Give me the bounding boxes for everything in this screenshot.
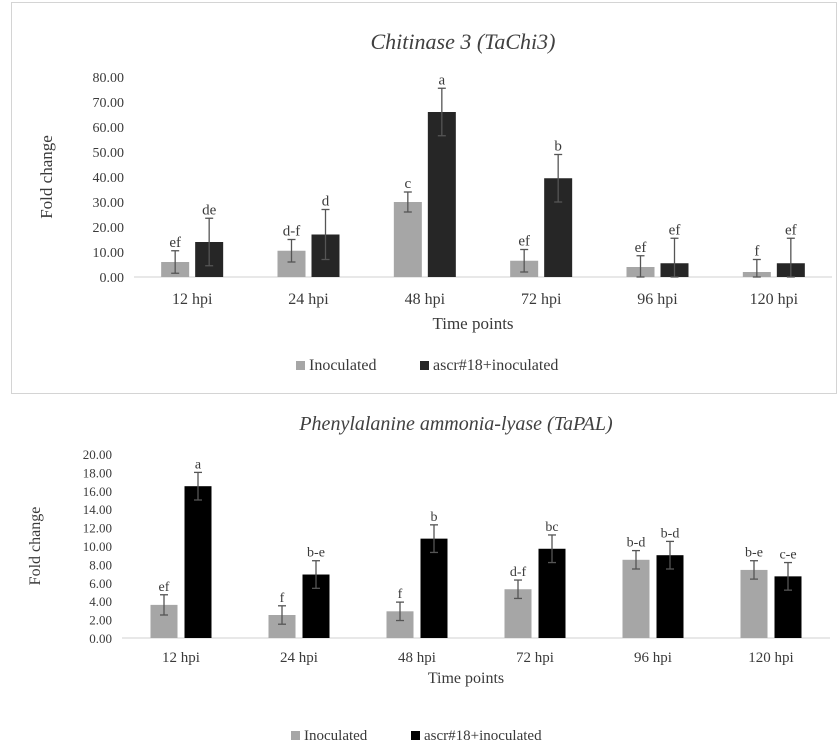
bar-inoculated	[622, 559, 650, 638]
significance-label: b-e	[307, 546, 325, 561]
significance-label: b-e	[745, 546, 763, 561]
chart-chitinase: Chitinase 3 (TaChi3) 0.00 10.00 20.00 30.00 4…	[37, 29, 832, 374]
significance-label: d	[322, 194, 330, 210]
bar-ascr18-inoculated	[420, 538, 448, 638]
legend-label: Inoculated	[309, 357, 377, 374]
legend-swatch	[411, 731, 420, 740]
bar-inoculated	[268, 615, 296, 638]
significance-label: ef	[669, 222, 681, 238]
y-tick-label: 12.00	[83, 521, 112, 536]
y-tick-label: 0.00	[100, 271, 125, 286]
legend-label: ascr#18+inoculated	[433, 357, 558, 374]
x-tick-label: 96 hpi	[637, 291, 678, 308]
significance-label: c	[404, 176, 411, 192]
y-tick-label: 20.00	[83, 447, 112, 462]
significance-label: d-f	[283, 224, 301, 240]
y-tick-label: 2.00	[89, 613, 112, 628]
significance-label: a	[438, 72, 445, 88]
y-tick-label: 70.00	[93, 96, 125, 111]
y-tick-label: 16.00	[83, 484, 112, 499]
legend-swatch	[296, 361, 305, 370]
significance-label: b	[431, 510, 438, 525]
significance-label: c-e	[779, 548, 796, 563]
significance-label: ef	[169, 235, 181, 251]
significance-label: bc	[545, 520, 558, 535]
bar-ascr18-inoculated	[427, 112, 456, 277]
y-tick-label: 10.00	[83, 539, 112, 554]
bar-ascr18-inoculated	[538, 548, 566, 638]
significance-label: ef	[785, 222, 797, 238]
significance-label: f	[754, 244, 759, 260]
x-tick-label: 96 hpi	[634, 650, 672, 666]
y-tick-label: 10.00	[93, 246, 125, 261]
x-tick-label: 24 hpi	[288, 291, 329, 308]
x-tick-label: 12 hpi	[172, 291, 213, 308]
x-axis-title: Time points	[432, 314, 513, 333]
significance-label: b-d	[661, 526, 680, 541]
significance-label: b-d	[627, 536, 646, 551]
x-tick-label: 48 hpi	[398, 650, 436, 666]
x-tick-label: 72 hpi	[516, 650, 554, 666]
bar-ascr18-inoculated	[184, 486, 212, 638]
x-tick-label: 24 hpi	[280, 650, 318, 666]
y-tick-label: 50.00	[93, 146, 125, 161]
y-tick-label: 0.00	[89, 631, 112, 646]
y-tick-label: 4.00	[89, 594, 112, 609]
x-tick-label: 72 hpi	[521, 291, 562, 308]
y-axis-title: Fold change	[37, 135, 56, 219]
y-tick-label: 80.00	[93, 71, 125, 86]
legend-swatch	[420, 361, 429, 370]
y-tick-label: 40.00	[93, 171, 125, 186]
x-tick-label: 48 hpi	[405, 291, 446, 308]
chart-title: Chitinase 3 (TaChi3)	[371, 29, 556, 54]
significance-label: ef	[635, 240, 647, 256]
significance-label: ef	[159, 580, 170, 595]
y-tick-label: 30.00	[93, 196, 125, 211]
bar-inoculated	[740, 569, 768, 638]
x-tick-label: 120 hpi	[750, 291, 799, 308]
significance-label: de	[202, 202, 217, 218]
significance-label: b	[554, 139, 562, 155]
chart-title: Phenylalanine ammonia-lyase (TaPAL)	[298, 413, 613, 435]
significance-label: d-f	[510, 565, 527, 580]
significance-label: a	[195, 457, 202, 472]
significance-label: f	[398, 587, 403, 602]
x-tick-label: 12 hpi	[162, 650, 200, 666]
significance-label: f	[280, 591, 285, 606]
chart-panel-pal: Phenylalanine ammonia-lyase (TaPAL) 0.00 2…	[0, 400, 840, 752]
chart-panel-chitinase: Chitinase 3 (TaChi3) 0.00 10.00 20.00 30.00 4…	[11, 2, 837, 394]
legend-label: ascr#18+inoculated	[424, 728, 542, 744]
y-tick-label: 20.00	[93, 221, 125, 236]
x-tick-label: 120 hpi	[748, 650, 793, 666]
legend-label: Inoculated	[304, 728, 368, 744]
y-tick-label: 6.00	[89, 576, 112, 591]
bar-inoculated	[393, 202, 422, 277]
y-tick-label: 18.00	[83, 465, 112, 480]
y-tick-label: 8.00	[89, 557, 112, 572]
x-axis-title: Time points	[428, 670, 504, 687]
y-axis-title: Fold change	[27, 507, 44, 586]
legend-swatch	[291, 731, 300, 740]
y-tick-label: 60.00	[93, 121, 125, 136]
y-tick-label: 14.00	[83, 502, 112, 517]
chart-pal: Phenylalanine ammonia-lyase (TaPAL) 0.00 2…	[27, 413, 830, 744]
significance-label: ef	[518, 234, 530, 250]
